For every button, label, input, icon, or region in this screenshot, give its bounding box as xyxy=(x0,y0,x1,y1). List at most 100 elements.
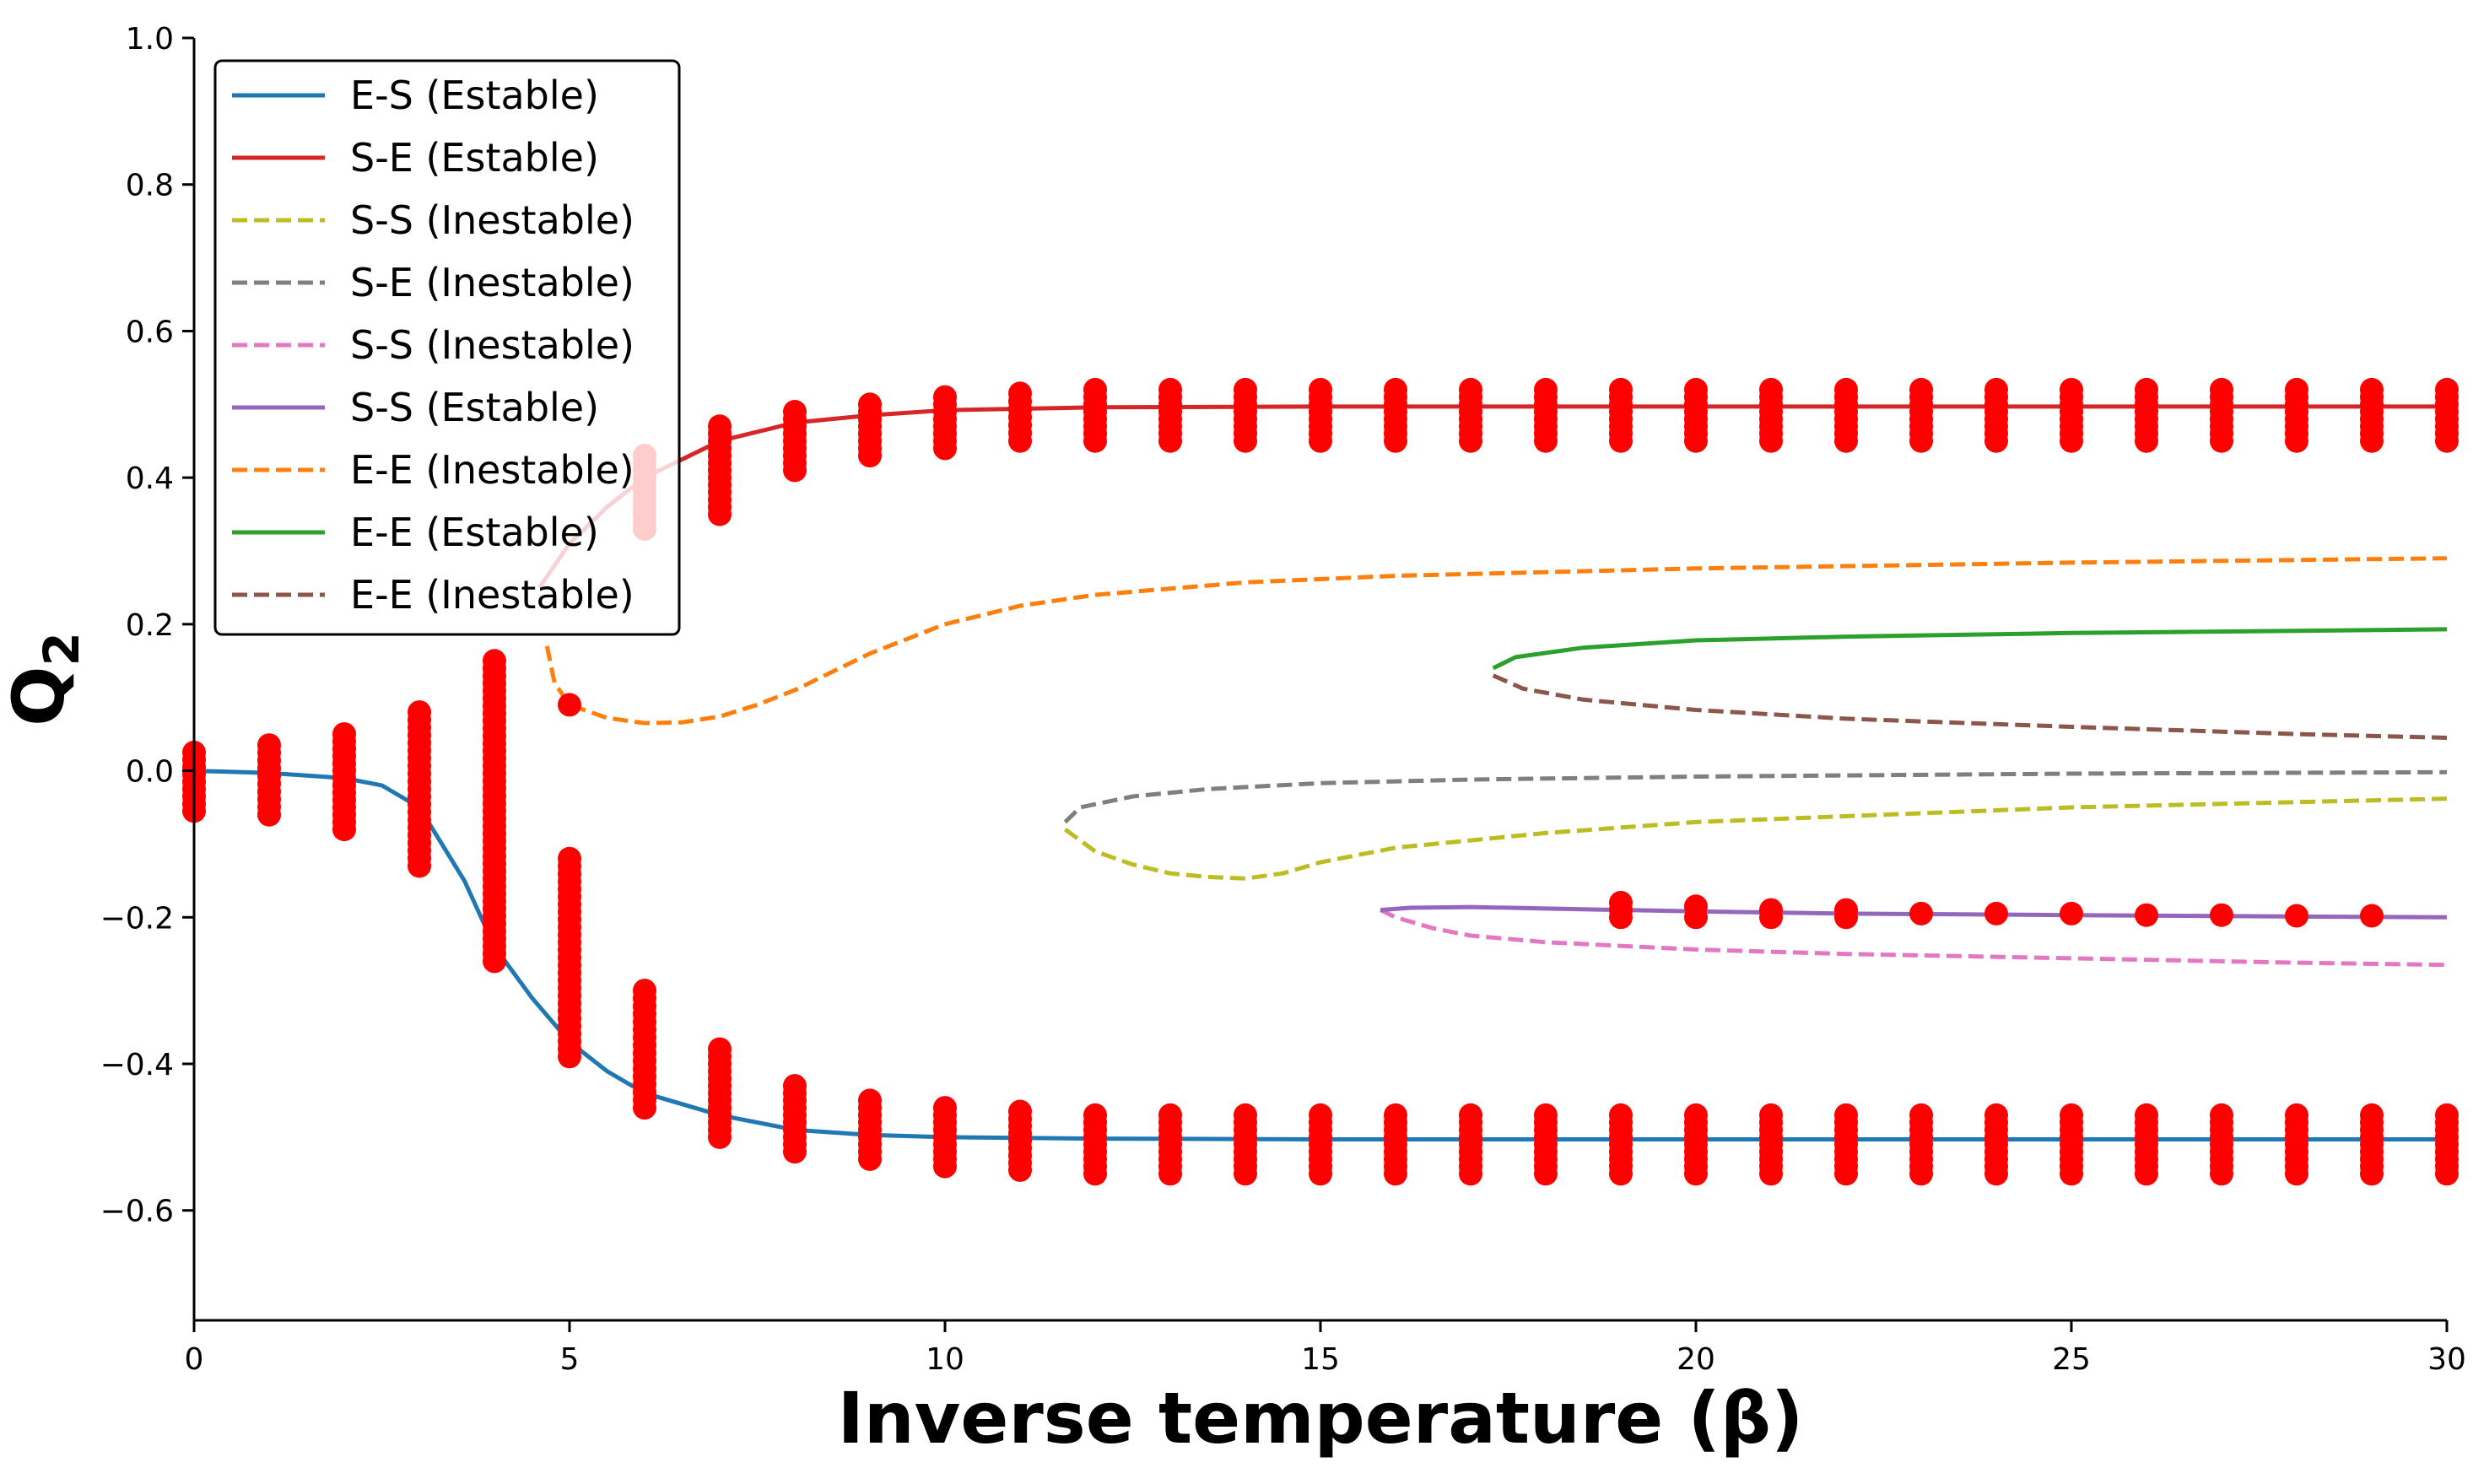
scatter-point xyxy=(858,1147,882,1171)
x-tick-label: 20 xyxy=(1677,1342,1715,1377)
y-tick-label: 0.2 xyxy=(126,608,174,643)
legend: E-S (Estable) S-E (Estable) S-S (Inestable… xyxy=(213,59,681,636)
scatter-point xyxy=(2285,429,2308,453)
scatter-point xyxy=(2135,1162,2158,1186)
series-line-5-s-s-inestable xyxy=(1380,908,2448,968)
scatter-point xyxy=(257,802,281,827)
scatter-point xyxy=(783,1140,807,1164)
legend-frame xyxy=(213,59,681,636)
scatter-point xyxy=(1384,429,1407,453)
y-tick-label: −0.6 xyxy=(100,1195,174,1229)
scatter-point xyxy=(1834,429,1858,453)
scatter-point xyxy=(708,502,732,526)
scatter-point xyxy=(1609,429,1633,453)
y-axis-label-subscript: 2 xyxy=(33,632,90,666)
scatter-point xyxy=(1459,1162,1482,1186)
legend-label-5: S-S (Inestable) xyxy=(350,322,634,368)
x-ticks: 0 5 10 15 20 25 30 xyxy=(185,1320,2466,1377)
scatter-point xyxy=(2135,903,2158,927)
scatter-point xyxy=(1834,905,1858,930)
scatter-point xyxy=(1984,1162,2008,1186)
legend-label-1: E-S (Estable) xyxy=(350,73,599,118)
scatter-point xyxy=(1083,1162,1107,1186)
scatter-point xyxy=(1309,1162,1332,1186)
scatter-point xyxy=(558,693,581,717)
y-tick-label: 0.8 xyxy=(126,169,174,203)
scatter-point xyxy=(1459,429,1482,453)
x-tick-label: 0 xyxy=(185,1342,204,1377)
scatter-point xyxy=(1684,905,1708,930)
y-ticks: −0.6 −0.4 −0.2 0.0 0.2 0.4 0.6 0.8 1.0 xyxy=(100,22,194,1229)
scatter-point xyxy=(1684,1162,1708,1186)
legend-items: E-S (Estable) S-E (Estable) S-S (Inestable… xyxy=(232,73,634,618)
scatter-point xyxy=(408,854,431,878)
scatter-point xyxy=(1909,901,1933,925)
scatter-point xyxy=(1158,1162,1182,1186)
legend-label-4: S-E (Inestable) xyxy=(350,260,634,305)
scatter-point xyxy=(1759,1162,1783,1186)
scatter-point xyxy=(1909,429,1933,453)
scatter-point xyxy=(2285,904,2308,928)
scatter-point xyxy=(783,458,807,483)
scatter-point xyxy=(1609,1162,1633,1186)
scatter-point xyxy=(1234,429,1257,453)
x-tick-label: 15 xyxy=(1301,1342,1340,1377)
legend-label-9: E-E (Inestable) xyxy=(350,572,634,618)
y-tick-label: 0.6 xyxy=(126,315,174,349)
x-tick-label: 30 xyxy=(2427,1342,2466,1377)
y-tick-label: −0.4 xyxy=(100,1048,174,1082)
series-line-4-s-e-inestable xyxy=(1063,769,2448,824)
legend-label-3: S-S (Inestable) xyxy=(350,197,634,243)
legend-label-8: E-E (Estable) xyxy=(350,510,599,555)
series-line-8-e-e-estable xyxy=(1492,627,2448,671)
scatter-point xyxy=(1083,429,1107,453)
scatter-point xyxy=(933,1154,957,1179)
scatter-point xyxy=(1684,429,1708,453)
scatter-point xyxy=(708,1125,732,1149)
scatter-point xyxy=(1984,901,2008,925)
scatter-point xyxy=(1834,1162,1858,1186)
y-tick-label: 0.4 xyxy=(126,461,174,496)
y-axis-label: Q2 xyxy=(0,632,90,726)
legend-label-7: E-E (Inestable) xyxy=(350,447,634,493)
scatter-point xyxy=(858,444,882,468)
series-line-1-e-s-estable xyxy=(193,769,2447,1141)
legend-label-2: S-E (Estable) xyxy=(350,135,599,181)
y-tick-label: 1.0 xyxy=(126,22,174,57)
scatter-point xyxy=(2360,904,2384,928)
scatter-point xyxy=(1384,1162,1407,1186)
legend-label-6: S-S (Estable) xyxy=(350,385,599,430)
scatter-point xyxy=(2060,1162,2083,1186)
scatter-point xyxy=(1008,1158,1032,1182)
scatter-point xyxy=(2210,429,2233,453)
x-axis-label: Inverse temperature (β) xyxy=(838,1377,1804,1460)
scatter-point xyxy=(1759,905,1783,930)
series-line-7-e-e-inestable xyxy=(544,556,2448,726)
scatter-point xyxy=(1984,429,2008,453)
x-tick-label: 10 xyxy=(926,1342,964,1377)
scatter-point xyxy=(558,1044,581,1069)
scatter-point xyxy=(2210,1162,2233,1186)
scatter-point xyxy=(2060,901,2083,925)
scatter-point xyxy=(2360,429,2384,453)
x-tick-label: 5 xyxy=(560,1342,580,1377)
scatter-point xyxy=(1234,1162,1257,1186)
scatter-point xyxy=(1158,429,1182,453)
scatter-point xyxy=(1534,429,1558,453)
scatter-point xyxy=(483,949,506,974)
scatter-point xyxy=(2285,1162,2308,1186)
scatter-point xyxy=(332,818,356,842)
scatter-point xyxy=(2060,429,2083,453)
x-tick-label: 25 xyxy=(2052,1342,2091,1377)
series-line-3-s-s-inestable xyxy=(1063,796,2448,881)
scatter-point xyxy=(933,436,957,461)
scatter-point xyxy=(1909,1162,1933,1186)
scatter-point xyxy=(633,1096,656,1120)
y-tick-label: 0.0 xyxy=(126,755,174,790)
scatter-point xyxy=(2435,429,2459,453)
y-tick-label: −0.2 xyxy=(100,901,174,936)
scatter-point xyxy=(1008,429,1032,453)
y-axis-label-main: Q xyxy=(0,666,80,726)
scatter-point xyxy=(2435,1162,2459,1186)
